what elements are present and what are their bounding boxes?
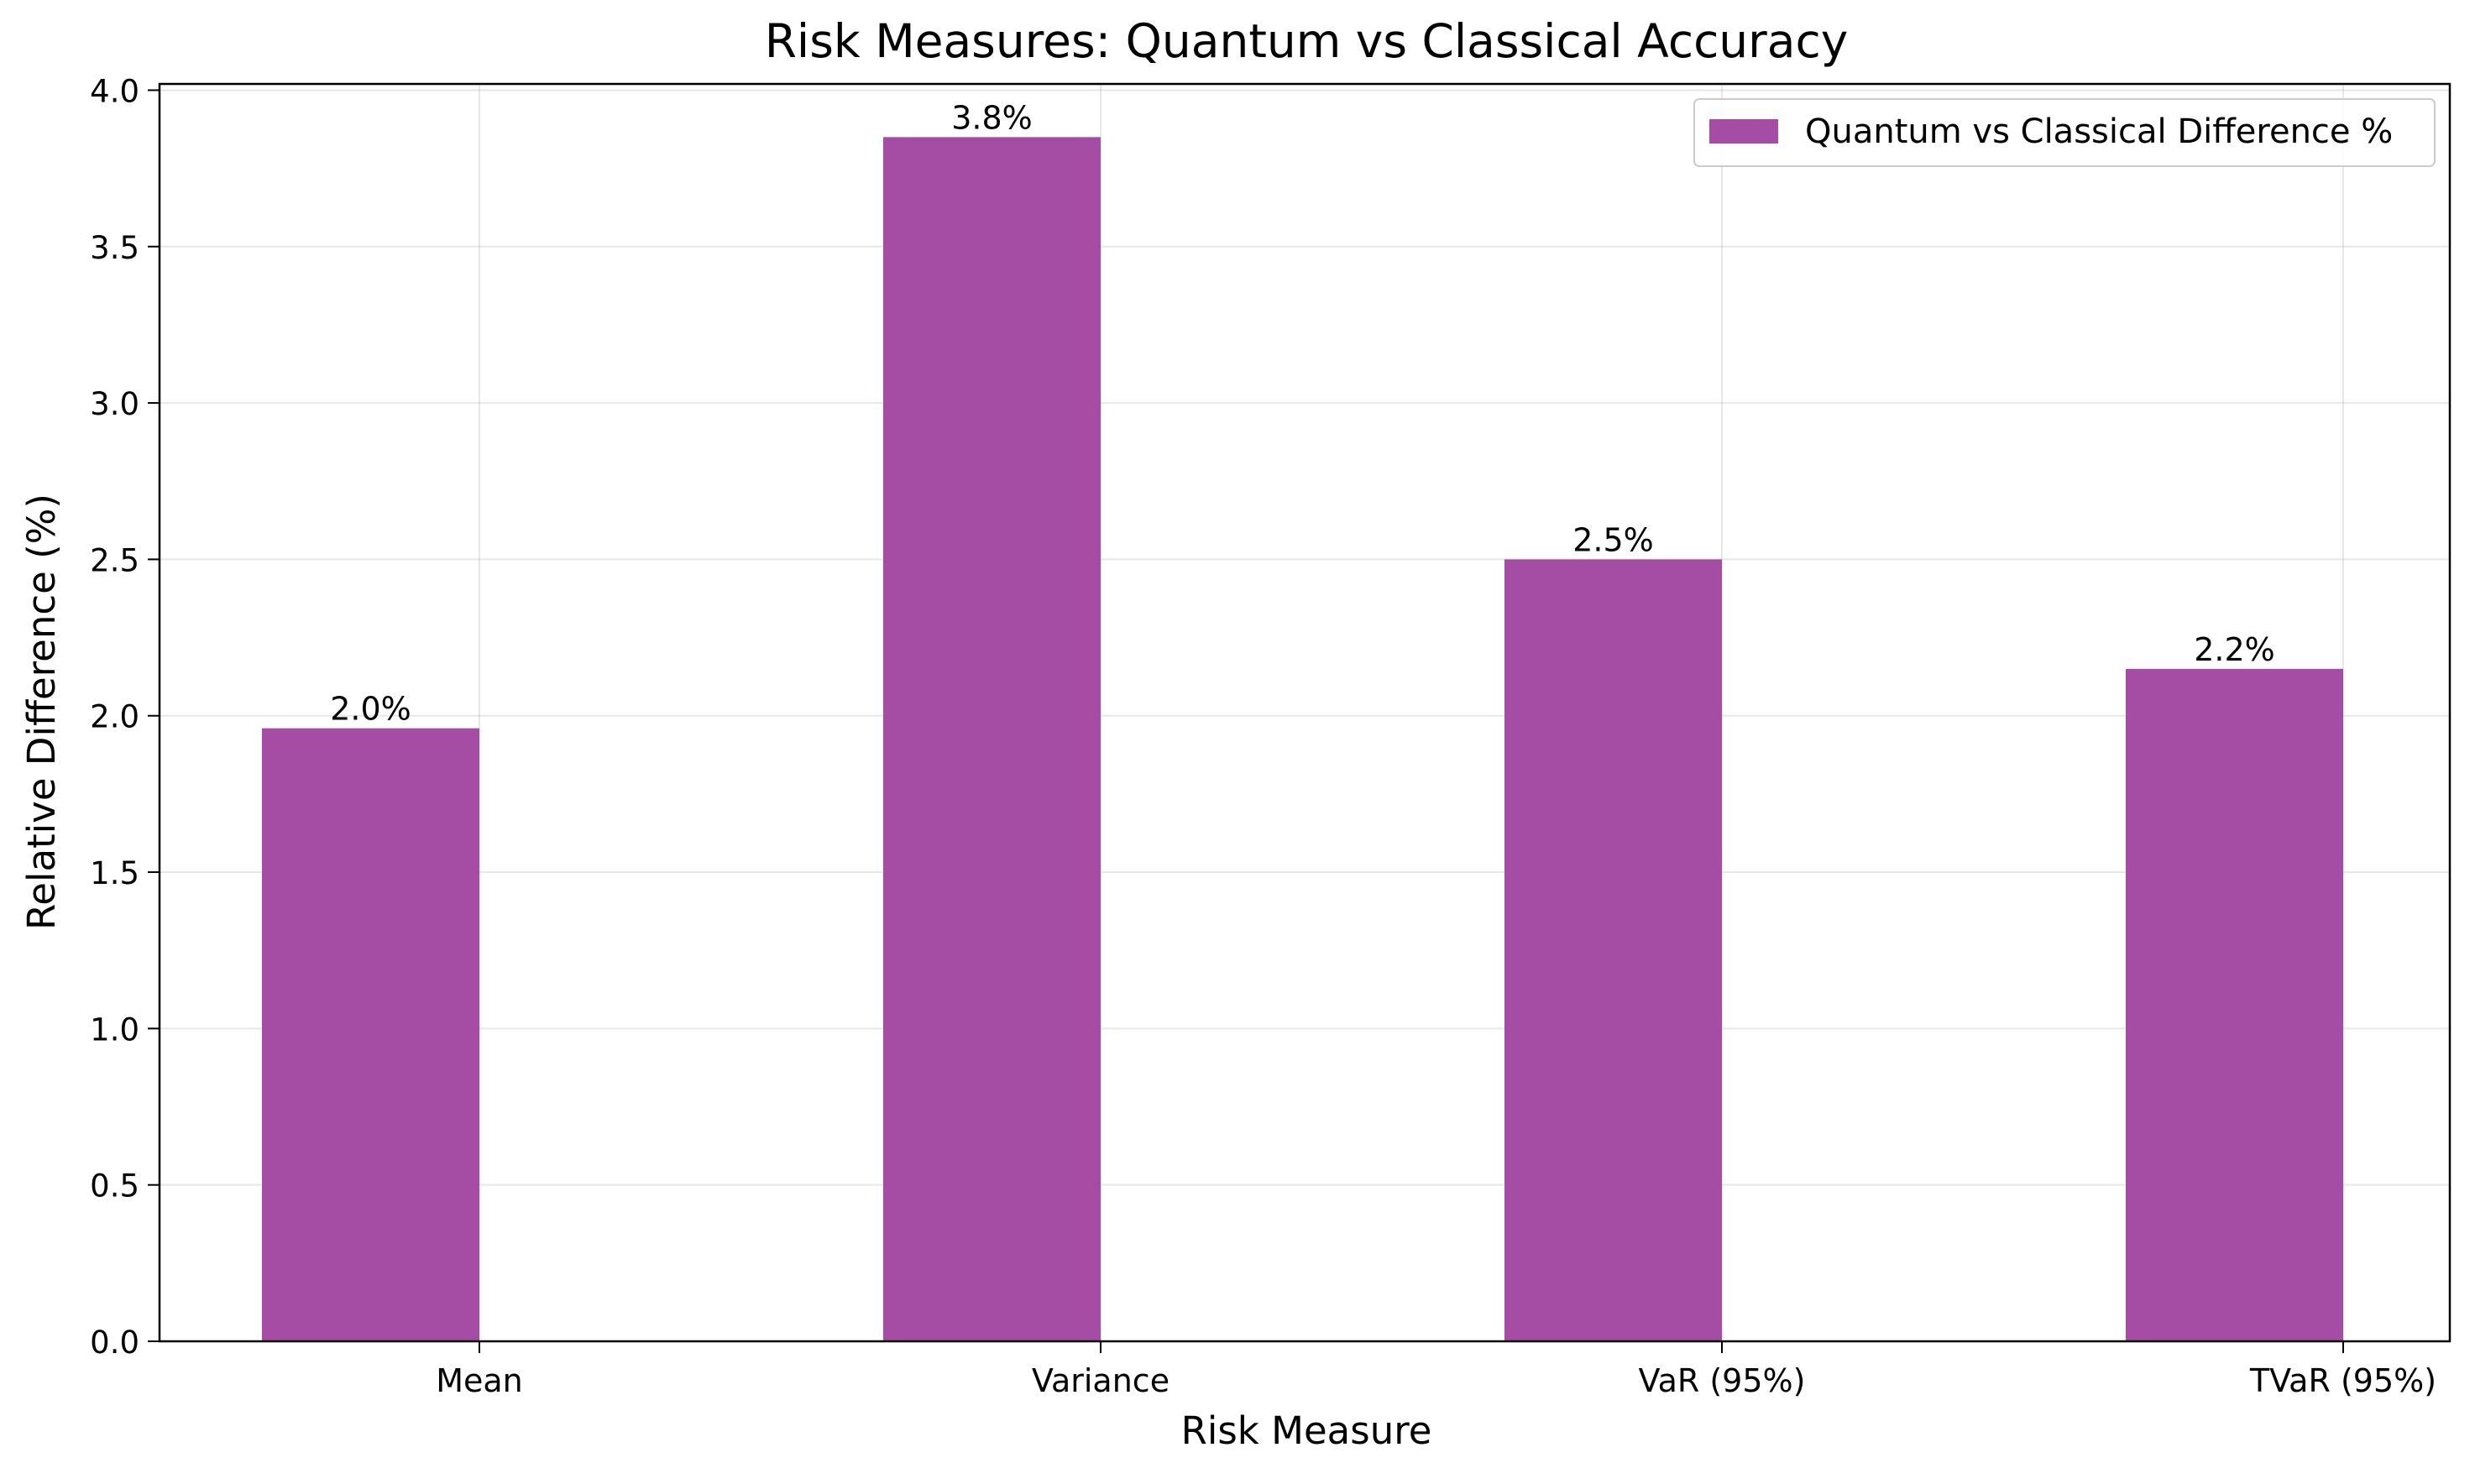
legend-swatch — [1709, 119, 1778, 144]
bar-data-label: 2.0% — [330, 691, 411, 728]
bar-mean — [262, 728, 479, 1341]
y-tick-label: 2.5 — [90, 542, 139, 578]
bar-variance — [883, 137, 1101, 1341]
legend-frame — [1693, 98, 2436, 167]
y-tick-label: 3.0 — [90, 386, 139, 422]
y-tick-label: 0.5 — [90, 1168, 139, 1204]
bar-data-label: 3.8% — [951, 99, 1033, 136]
bar-var-95 — [1504, 559, 1722, 1341]
x-tick-label: Variance — [1032, 1362, 1169, 1399]
y-tick-label: 2.0 — [90, 699, 139, 735]
x-tick-label: Mean — [436, 1362, 523, 1399]
chart-title: Risk Measures: Quantum vs Classical Accu… — [765, 14, 1849, 68]
bar-data-label: 2.2% — [2194, 631, 2275, 668]
x-axis-label: Risk Measure — [1181, 1408, 1432, 1453]
data-labels: 2.0% 3.8% 2.5% 2.2% — [330, 99, 2275, 727]
y-tick-label: 0.0 — [90, 1325, 139, 1361]
y-tick-label: 1.5 — [90, 855, 139, 891]
y-tick-label: 1.0 — [90, 1011, 139, 1048]
y-axis-label: Relative Difference (%) — [19, 494, 64, 930]
x-tick-label: VaR (95%) — [1639, 1362, 1806, 1399]
x-tick-label: TVaR (95%) — [2249, 1362, 2436, 1399]
y-tick-label: 4.0 — [90, 73, 139, 109]
y-tick-label: 3.5 — [90, 230, 139, 266]
legend-label: Quantum vs Classical Difference % — [1805, 112, 2393, 151]
bar-tvar-95 — [2126, 668, 2343, 1341]
bar-data-label: 2.5% — [1572, 521, 1654, 558]
plot-frame — [158, 82, 2451, 1343]
bars — [262, 137, 2343, 1341]
axes: 0.0 0.5 1.0 1.5 2.0 2.5 3.0 3.5 4.0 Mean Variance V… — [90, 73, 2451, 1399]
legend: Quantum vs Classical Difference % — [1693, 98, 2436, 167]
